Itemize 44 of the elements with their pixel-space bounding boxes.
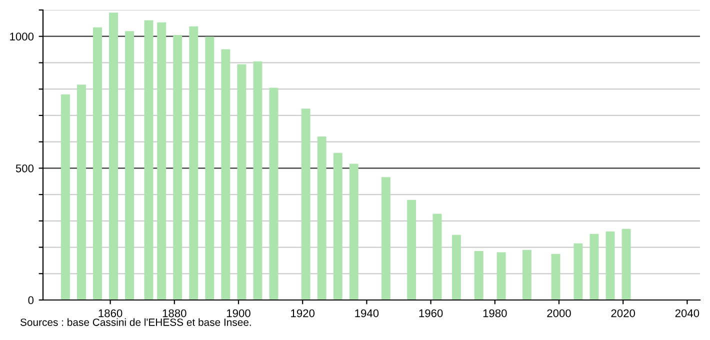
bar [452,234,461,300]
source-note: Sources : base Cassini de l'EHESS et base Insee. [20,318,251,326]
bar [173,35,182,300]
x-tick-label: 1880 [162,309,186,318]
bar [157,22,166,300]
bar [189,26,198,300]
bar [590,234,599,300]
bar [381,177,390,300]
x-tick-label: 1960 [419,309,443,318]
bar [407,200,416,300]
bar [92,27,102,300]
x-tick-label: 1920 [291,309,315,318]
x-tick-label: 2020 [611,309,636,318]
bar [522,250,532,300]
bar [221,49,230,300]
y-tick-label: 1000 [10,32,34,40]
bar [551,254,560,300]
bar [269,88,278,300]
x-tick-label: 1860 [98,309,122,318]
bar [109,12,118,300]
bar [474,250,484,300]
bar [144,20,154,300]
bar [301,108,310,300]
x-tick-label: 1900 [226,309,250,318]
bar [253,61,262,300]
bar [76,84,86,300]
bar [333,152,342,300]
y-tick-label: 0 [28,296,34,304]
bar [349,164,358,300]
x-tick-label: 1940 [355,309,379,318]
bar [125,31,134,300]
x-tick-label: 1980 [483,309,507,318]
bar [205,36,214,300]
bar [574,243,583,300]
bar [60,94,70,300]
bar [606,231,615,300]
bar [317,136,326,300]
x-tick-label: 2000 [547,309,571,318]
y-tick-label: 500 [16,164,34,172]
bar [237,64,246,300]
bar [622,228,631,300]
bar [496,252,506,300]
bar [432,214,442,300]
x-tick-label: 2040 [675,309,700,318]
